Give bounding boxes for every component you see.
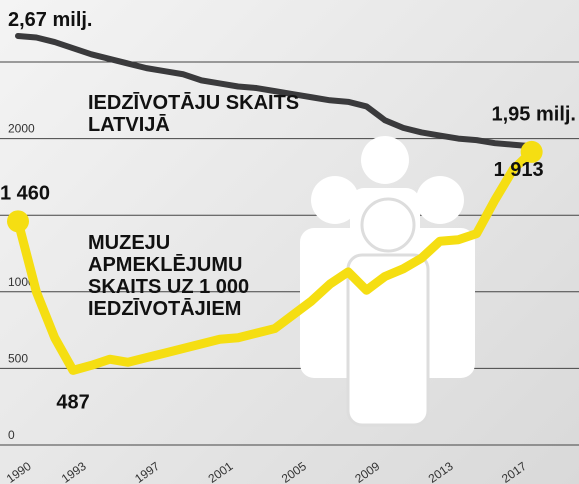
line <box>15 32 535 150</box>
series-label: MUZEJU APMEKLĒJUMU SKAITS UZ 1 000 IEDZĪ… <box>88 232 250 320</box>
data-label: 1 913 <box>494 159 544 181</box>
x-tick-label: 1997 <box>132 459 162 484</box>
data-label: 1,95 milj. <box>492 103 577 125</box>
line <box>13 147 537 375</box>
people-icon <box>300 136 475 427</box>
point <box>7 210 29 233</box>
x-tick-label: 2001 <box>206 459 236 484</box>
x-tick-label: 2009 <box>352 459 382 484</box>
data-label: 1 460 <box>0 182 50 204</box>
y-tick-label: 500 <box>8 351 28 365</box>
x-tick-label: 1993 <box>59 459 89 484</box>
y-tick-label: 0 <box>8 428 15 442</box>
point <box>520 140 543 163</box>
series-label: IEDZĪVOTĀJU SKAITS LATVIJĀ <box>88 92 300 136</box>
x-tick-label: 2013 <box>426 459 456 484</box>
data-label: 487 <box>56 391 89 413</box>
y-tick-label: 2000 <box>8 122 35 136</box>
x-tick-label: 2017 <box>499 459 529 484</box>
data-label: 2,67 milj. <box>8 9 93 31</box>
x-tick-label: 2005 <box>279 459 309 484</box>
x-tick-label: 1990 <box>4 459 34 484</box>
